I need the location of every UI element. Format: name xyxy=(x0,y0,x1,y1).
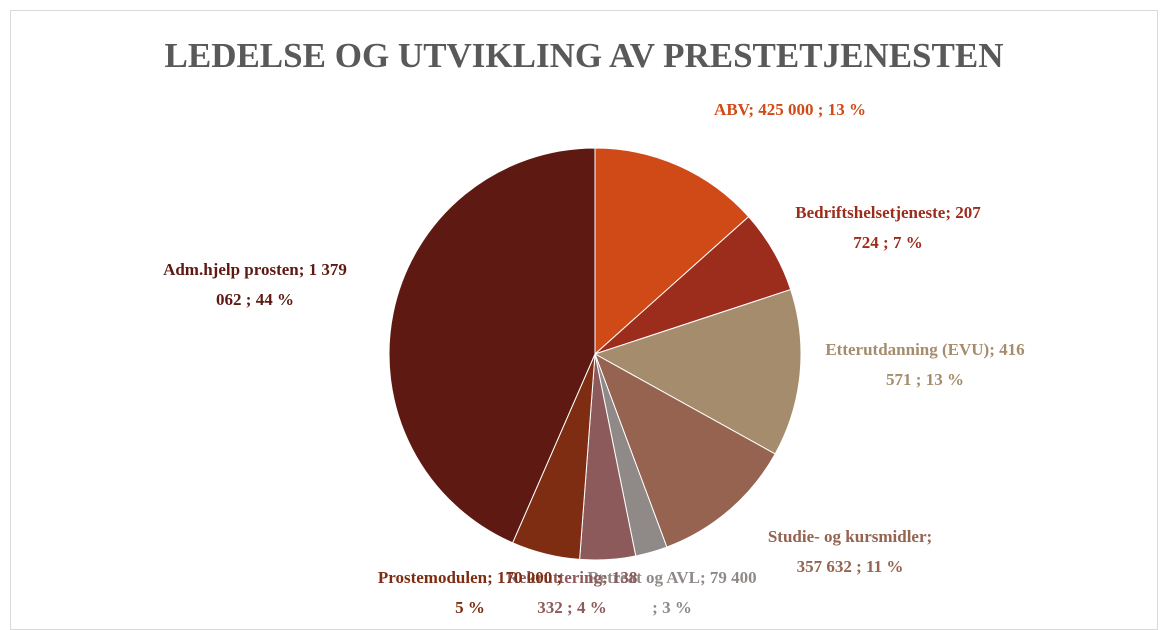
data-label: Adm.hjelp prosten; 1 379 062 ; 44 % xyxy=(163,260,347,309)
data-label: Prostemodulen; 170 000 ; 5 % xyxy=(377,568,563,617)
data-label: ABV; 425 000 ; 13 % xyxy=(714,100,866,119)
chart xyxy=(388,147,802,561)
data-label: Bedriftshelsetjeneste; 207 724 ; 7 % xyxy=(795,203,981,252)
pie-slice xyxy=(388,147,596,544)
data-label: Retreat og AVL; 79 400 ; 3 % xyxy=(587,568,757,617)
pie-slice xyxy=(594,147,750,356)
pie-slice xyxy=(593,288,802,455)
chart-title: LEDELSE OG UTVIKLING AV PRESTETJENESTEN xyxy=(164,36,1004,75)
data-label: Etterutdanning (EVU); 416 571 ; 13 % xyxy=(825,340,1025,389)
data-label: Studie- og kursmidler; 357 632 ; 11 % xyxy=(767,527,933,576)
page: {"chart_data": {"type": "pie", "title": … xyxy=(10,10,1158,630)
data-label: Rekruttering; 138 332 ; 4 % xyxy=(506,568,638,617)
pie-slice xyxy=(594,352,776,548)
